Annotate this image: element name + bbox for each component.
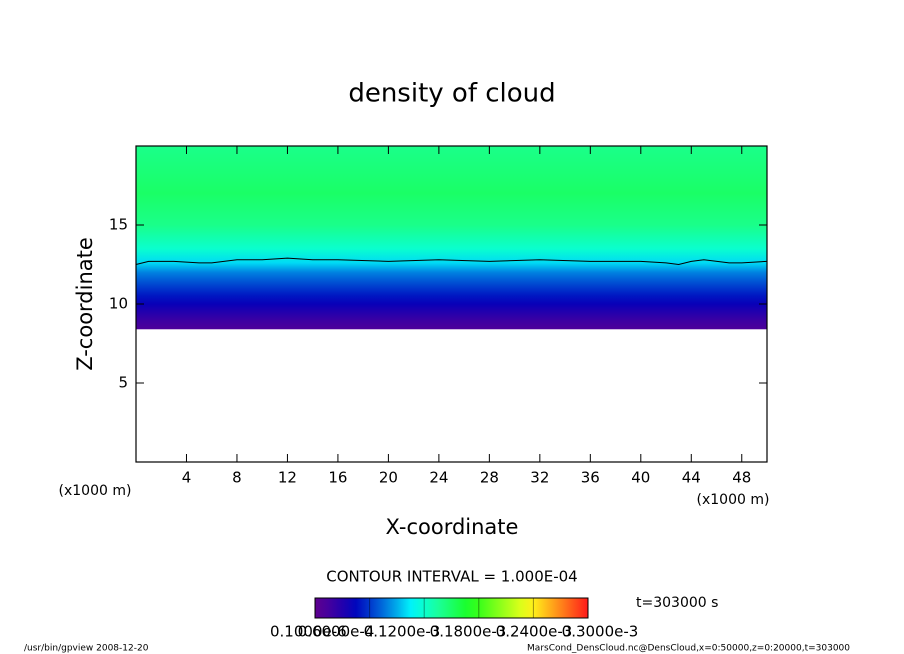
- x-tick-label: 20: [379, 469, 398, 487]
- chart-title: density of cloud: [348, 79, 555, 109]
- contour-line: [135, 257, 768, 266]
- x-tick-label: 4: [182, 469, 192, 487]
- x-tick-label: 32: [530, 469, 549, 487]
- colorbar-label: 0.1200e-3: [364, 623, 441, 641]
- density-field: [136, 146, 767, 330]
- colorbar-label: 0.1000e-6: [270, 623, 347, 641]
- time-label: t=303000 s: [636, 595, 718, 611]
- y-axis-label: Z-coordinate: [73, 237, 97, 371]
- x-tick-label: 40: [631, 469, 650, 487]
- x-tick-label: 16: [328, 469, 347, 487]
- x-tick-label: 28: [480, 469, 499, 487]
- x-tick-label: 12: [278, 469, 297, 487]
- colorbar-label: 0.1800e-3: [430, 623, 507, 641]
- y-tick-label: 5: [118, 374, 128, 392]
- footer: /usr/bin/gpview 2008-12-20: [24, 644, 149, 654]
- colorbar-label: 0.2400e-3: [496, 623, 573, 641]
- x-axis-label: X-coordinate: [386, 515, 519, 539]
- x-unit-label: (x1000 m): [697, 492, 770, 508]
- x-unit-label: (x1000 m): [59, 483, 132, 499]
- y-tick-label: 15: [109, 216, 128, 234]
- x-tick-label: 44: [682, 469, 701, 487]
- colorbar-label: 0.6000e-4: [298, 623, 375, 641]
- contour-interval: CONTOUR INTERVAL = 1.000E-04: [326, 568, 577, 586]
- x-tick-label: 8: [232, 469, 242, 487]
- colorbar-label: 0.3000e-3: [562, 623, 639, 641]
- x-tick-label: 36: [581, 469, 600, 487]
- colorbar: [314, 597, 589, 619]
- footer: MarsCond_DensCloud.nc@DensCloud,x=0:5000…: [527, 644, 850, 654]
- x-tick-label: 48: [732, 469, 751, 487]
- x-tick-label: 24: [429, 469, 448, 487]
- y-tick-label: 10: [109, 295, 128, 313]
